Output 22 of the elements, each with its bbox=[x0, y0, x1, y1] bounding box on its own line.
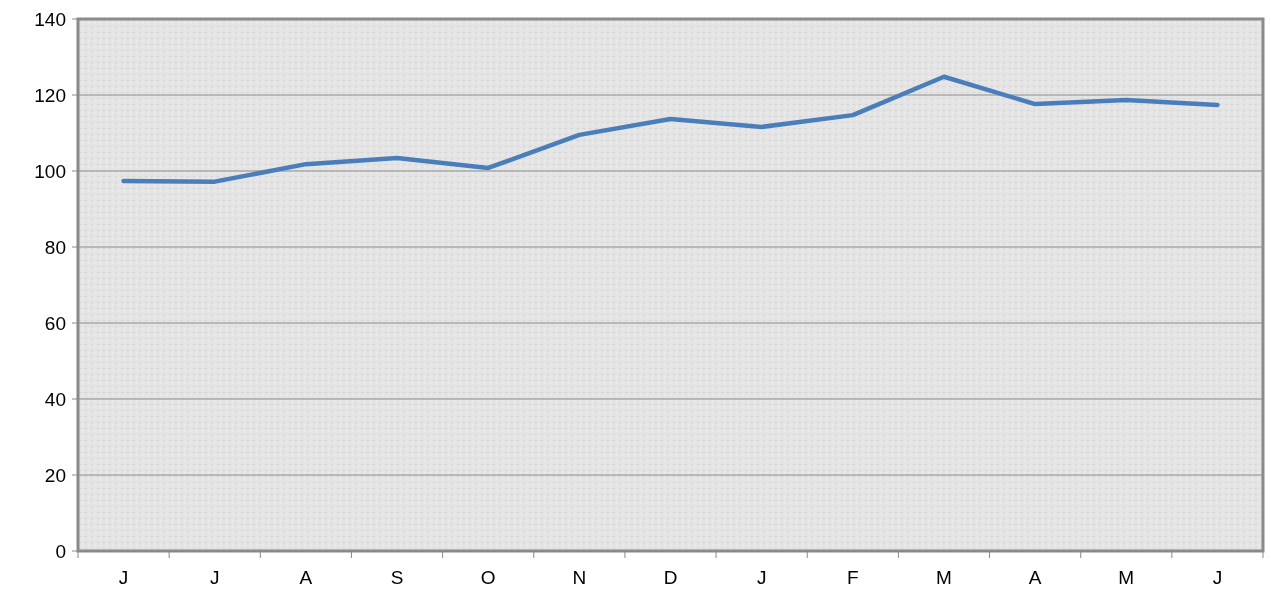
y-tick-label: 140 bbox=[34, 8, 66, 30]
y-tick-label: 120 bbox=[34, 84, 66, 106]
y-tick-label: 60 bbox=[44, 312, 66, 334]
line-series bbox=[121, 74, 1220, 184]
y-tick-label: 100 bbox=[34, 160, 66, 182]
x-tick-label: S bbox=[390, 567, 404, 588]
x-tick-label: A bbox=[299, 567, 313, 588]
x-tick-label: N bbox=[572, 567, 587, 588]
x-tick-label: D bbox=[663, 567, 678, 588]
y-tick-label: 40 bbox=[44, 388, 66, 410]
x-tick-label: J bbox=[756, 567, 767, 588]
y-tick-label: 80 bbox=[44, 236, 66, 258]
x-tick-label: F bbox=[847, 567, 859, 588]
x-tick-label: M bbox=[936, 567, 952, 588]
x-tick-label: M bbox=[1118, 567, 1135, 588]
x-tick-label: J bbox=[118, 567, 129, 588]
y-tick-label: 20 bbox=[44, 464, 66, 486]
x-tick-label: A bbox=[1028, 567, 1042, 588]
x-tick-label: O bbox=[480, 567, 496, 588]
x-tick-label: J bbox=[1212, 567, 1223, 588]
y-tick-label: 0 bbox=[55, 540, 66, 562]
x-tick-label: J bbox=[209, 567, 220, 588]
